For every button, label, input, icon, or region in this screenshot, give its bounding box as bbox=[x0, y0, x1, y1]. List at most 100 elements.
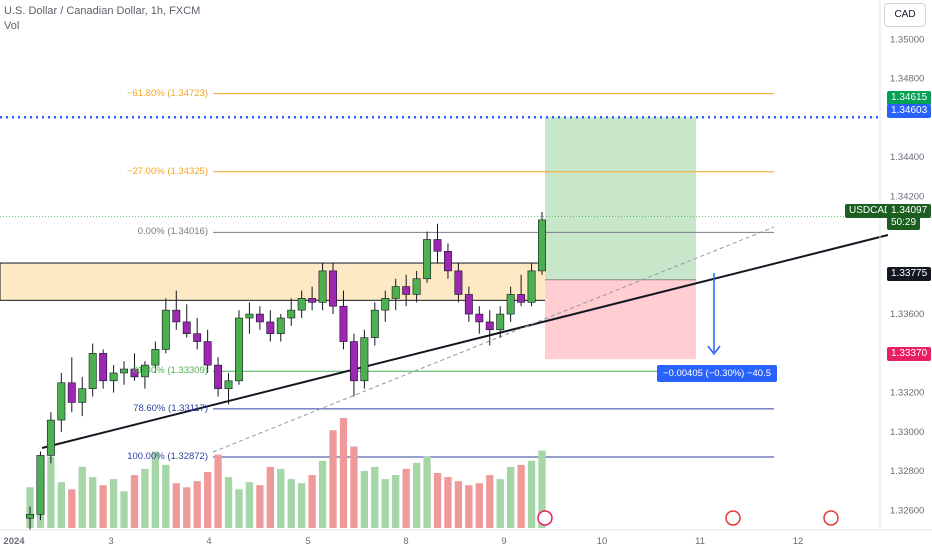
candle-body bbox=[109, 372, 118, 382]
countdown-tag: 50:29 bbox=[887, 216, 921, 230]
volume-bar bbox=[486, 475, 494, 528]
candle-body bbox=[329, 270, 337, 307]
candle-body bbox=[464, 294, 473, 315]
volume-bar bbox=[277, 468, 285, 528]
price-tick-label: 1.32800 bbox=[890, 466, 924, 477]
volume-bar bbox=[454, 481, 463, 528]
profit-zone bbox=[545, 117, 696, 280]
volume-bar bbox=[402, 468, 410, 528]
candle-body bbox=[255, 313, 264, 323]
candle-body bbox=[57, 382, 66, 421]
volume-bar bbox=[78, 466, 86, 528]
candle-body bbox=[46, 419, 55, 456]
volume-bar bbox=[68, 489, 76, 528]
volume-bar bbox=[360, 470, 369, 528]
volume-bar bbox=[475, 483, 483, 528]
fib-label-5: 100.00% (1.32872) bbox=[127, 450, 208, 462]
candle-body bbox=[538, 219, 546, 272]
time-tick-label: 3 bbox=[108, 536, 113, 547]
candle-body bbox=[245, 313, 254, 319]
candle-body bbox=[423, 239, 432, 280]
time-tick-label: 9 bbox=[501, 536, 506, 547]
price-tick-label: 1.34800 bbox=[890, 74, 924, 85]
candle-body bbox=[506, 294, 515, 315]
candle-body bbox=[433, 239, 442, 252]
volume-bar bbox=[329, 430, 337, 528]
volume-bar bbox=[381, 479, 389, 528]
price-tick-label: 1.35000 bbox=[890, 34, 924, 45]
time-tick-label: 10 bbox=[597, 536, 608, 547]
candle-body bbox=[224, 380, 233, 389]
candle-body bbox=[266, 321, 275, 335]
volume-bar bbox=[266, 466, 274, 528]
stop-price-tag: 1.33370 bbox=[887, 347, 932, 361]
price-tick-label: 1.33000 bbox=[890, 427, 924, 438]
candle-body bbox=[214, 364, 223, 389]
volume-bar bbox=[193, 481, 201, 528]
volume-bar bbox=[412, 462, 421, 528]
candle-body bbox=[67, 382, 76, 403]
volume-bar bbox=[203, 471, 212, 528]
candle-body bbox=[370, 309, 379, 338]
volume-bar bbox=[151, 451, 160, 528]
symbol-title: U.S. Dollar / Canadian Dollar, 1h, FXCM bbox=[4, 5, 201, 17]
time-tick-label: 12 bbox=[793, 536, 804, 547]
target-green-tag: 1.34615 bbox=[887, 91, 932, 105]
time-tick-label: 5 bbox=[305, 536, 310, 547]
volume-bar bbox=[423, 456, 431, 528]
candle-body bbox=[308, 298, 317, 303]
candle-body bbox=[120, 368, 128, 374]
candle-body bbox=[161, 309, 170, 350]
volume-bar bbox=[162, 464, 170, 528]
volume-bar bbox=[120, 491, 128, 528]
candle-body bbox=[454, 270, 463, 295]
volume-bar bbox=[99, 485, 107, 528]
candle-body bbox=[527, 270, 536, 303]
flag-icon bbox=[823, 510, 839, 526]
volume-bar bbox=[172, 483, 180, 528]
candle-body bbox=[412, 278, 421, 295]
candle-body bbox=[297, 298, 306, 311]
volume-bar bbox=[224, 477, 233, 528]
fib-label-4: 78.60% (1.33117) bbox=[133, 402, 208, 414]
volume-bar bbox=[392, 475, 400, 528]
time-tick-label: 2024 bbox=[3, 536, 25, 547]
volume-bar bbox=[89, 477, 97, 528]
time-tick-label: 4 bbox=[206, 536, 211, 547]
last-price-tag: 1.34097 bbox=[887, 204, 932, 218]
candle-body bbox=[318, 270, 327, 303]
candle-body bbox=[36, 455, 45, 515]
measure-arrowhead bbox=[707, 345, 721, 356]
candle-body bbox=[339, 305, 348, 342]
loss-zone bbox=[545, 279, 696, 360]
volume-bar bbox=[350, 446, 358, 528]
volume-bar bbox=[496, 479, 504, 528]
candle-body bbox=[381, 298, 390, 311]
measure-readout: −0.00405 (−0.30%) −40.5 bbox=[657, 365, 778, 382]
candle-body bbox=[26, 513, 34, 519]
candle-body bbox=[140, 364, 149, 378]
candle-body bbox=[475, 313, 484, 323]
currency-button[interactable]: CAD bbox=[884, 3, 926, 27]
candle-body bbox=[360, 337, 369, 382]
fib-label-3: 61.80% (1.33309) bbox=[132, 365, 208, 377]
candle-body bbox=[517, 294, 526, 303]
candle-body bbox=[193, 333, 202, 342]
candle-body bbox=[496, 313, 505, 331]
volume-bar bbox=[214, 454, 222, 528]
entry-price-tag: 1.33775 bbox=[887, 267, 932, 281]
volume-bar bbox=[245, 482, 254, 528]
volume-bar bbox=[538, 450, 546, 528]
candle-body bbox=[444, 250, 452, 272]
candle-body bbox=[151, 349, 160, 366]
time-tick-label: 11 bbox=[695, 536, 705, 547]
volume-bar bbox=[183, 487, 191, 528]
volume-bar bbox=[235, 489, 243, 528]
volume-bar bbox=[444, 477, 452, 528]
candle-body bbox=[78, 388, 87, 403]
candle-body bbox=[88, 353, 97, 389]
candle-body bbox=[130, 368, 139, 378]
price-tick-label: 1.32600 bbox=[890, 505, 924, 516]
candle-body bbox=[287, 309, 296, 319]
